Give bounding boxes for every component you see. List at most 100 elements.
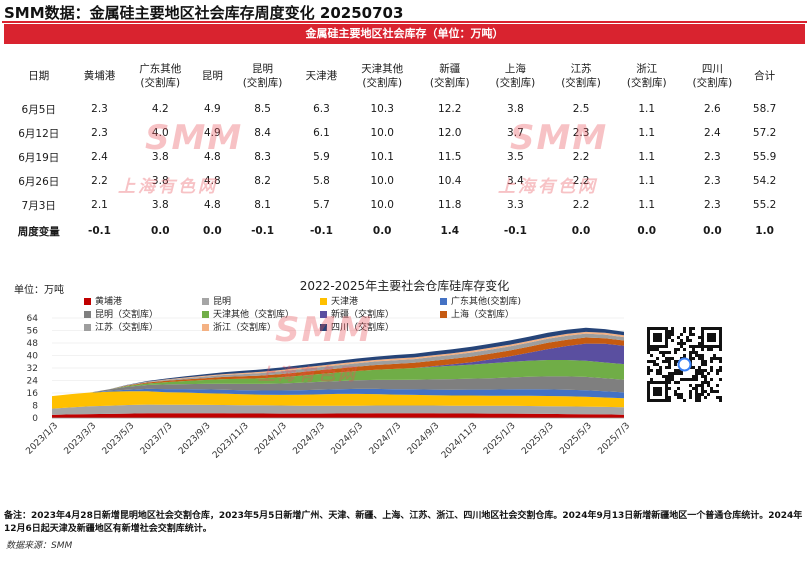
qr-module [710,333,713,336]
x-tick-label: 2023/11/3 [211,421,251,461]
qr-module [668,360,671,363]
inventory-table: 日期 黄埔港 广东其他 (交割库) 昆明 昆明 (交割库) 天津港 天津其他 (交割库) 新疆… [4,55,784,245]
area-series-1 [52,404,624,415]
table-cell: 10.0 [370,127,394,139]
qr-module [713,327,716,330]
column-header: 日期 [28,70,50,82]
legend-swatch [84,311,91,318]
table-cell: 12.0 [438,127,462,139]
area-series-0 [52,413,624,418]
qr-module [719,378,722,381]
qr-module [710,369,713,372]
table-cell: -0.1 [251,225,275,237]
qr-module [698,384,701,387]
qr-module [695,375,698,378]
qr-module [656,333,659,336]
table-cell: 2.2 [572,199,590,211]
qr-module [659,369,662,372]
table-cell: 2.5 [572,103,590,115]
x-tick-label: 2025/5/3 [558,421,594,457]
qr-module [698,396,701,399]
qr-module [701,345,704,348]
qr-module [719,333,722,336]
qr-module [656,390,659,393]
qr-module [698,399,701,402]
qr-module [665,384,668,387]
qr-module [662,354,665,357]
x-tick-label: 2025/1/3 [482,421,518,457]
qr-module [668,351,671,354]
column-header: 浙江 (交割库) [626,63,667,89]
qr-module [695,345,698,348]
qr-code-image [647,327,722,402]
table-cell: 1.1 [638,175,656,187]
data-source: 数据来源：SMM [6,541,73,551]
qr-module [683,327,686,330]
qr-module [692,351,695,354]
table-cell: 6.1 [313,127,330,139]
qr-module [656,387,659,390]
legend-label: 江苏（交割库） [95,321,158,333]
qr-module [647,345,650,348]
qr-module [692,366,695,369]
x-tick-label: 2024/5/3 [330,421,366,457]
table-header-row: 日期 黄埔港 广东其他 (交割库) 昆明 昆明 (交割库) 天津港 天津其他 (交割库) 新疆… [4,55,784,97]
table-cell: 3.5 [507,151,524,163]
qr-module [689,327,692,330]
table-cell: 8.1 [254,199,271,211]
qr-module [719,399,722,402]
qr-module [650,381,653,384]
qr-module [674,351,677,354]
qr-module [653,381,656,384]
qr-module [659,351,662,354]
qr-module [707,333,710,336]
qr-module [647,348,650,351]
x-tick-label: 2024/7/3 [368,421,404,457]
qr-module [659,390,662,393]
qr-module [707,339,710,342]
qr-module [677,387,680,390]
qr-module [653,333,656,336]
qr-module [662,360,665,363]
qr-module [656,348,659,351]
qr-module [707,393,710,396]
qr-module [707,384,710,387]
qr-module [665,390,668,393]
table-cell: 10.4 [438,175,462,187]
qr-module [680,372,683,375]
x-tick-label: 2024/1/3 [253,421,289,457]
qr-module [719,339,722,342]
column-header: 天津港 [305,70,338,82]
qr-module [704,363,707,366]
qr-module [695,387,698,390]
qr-module [650,360,653,363]
table-cell: 2.6 [704,103,721,115]
qr-module [668,330,671,333]
qr-module [710,345,713,348]
qr-module [716,384,719,387]
qr-module [671,372,674,375]
qr-module [698,336,701,339]
table-cell: 2.3 [91,127,108,139]
table-cell: 6.3 [313,103,330,115]
qr-module [665,339,668,342]
qr-module [680,345,683,348]
legend-label: 四川（交割库） [331,321,394,333]
qr-module [665,396,668,399]
qr-module [659,333,662,336]
qr-module [713,390,716,393]
qr-module [710,348,713,351]
qr-module [659,393,662,396]
qr-module [647,339,650,342]
qr-module [659,399,662,402]
legend-label: 天津港 [331,295,358,307]
qr-module [647,327,650,330]
area-series-5 [52,360,624,397]
qr-module [647,390,650,393]
qr-module [659,345,662,348]
qr-module [713,345,716,348]
legend-label: 天津其他（交割库） [213,308,294,320]
qr-module [653,363,656,366]
qr-module [701,369,704,372]
table-cell: 2.4 [704,127,721,139]
